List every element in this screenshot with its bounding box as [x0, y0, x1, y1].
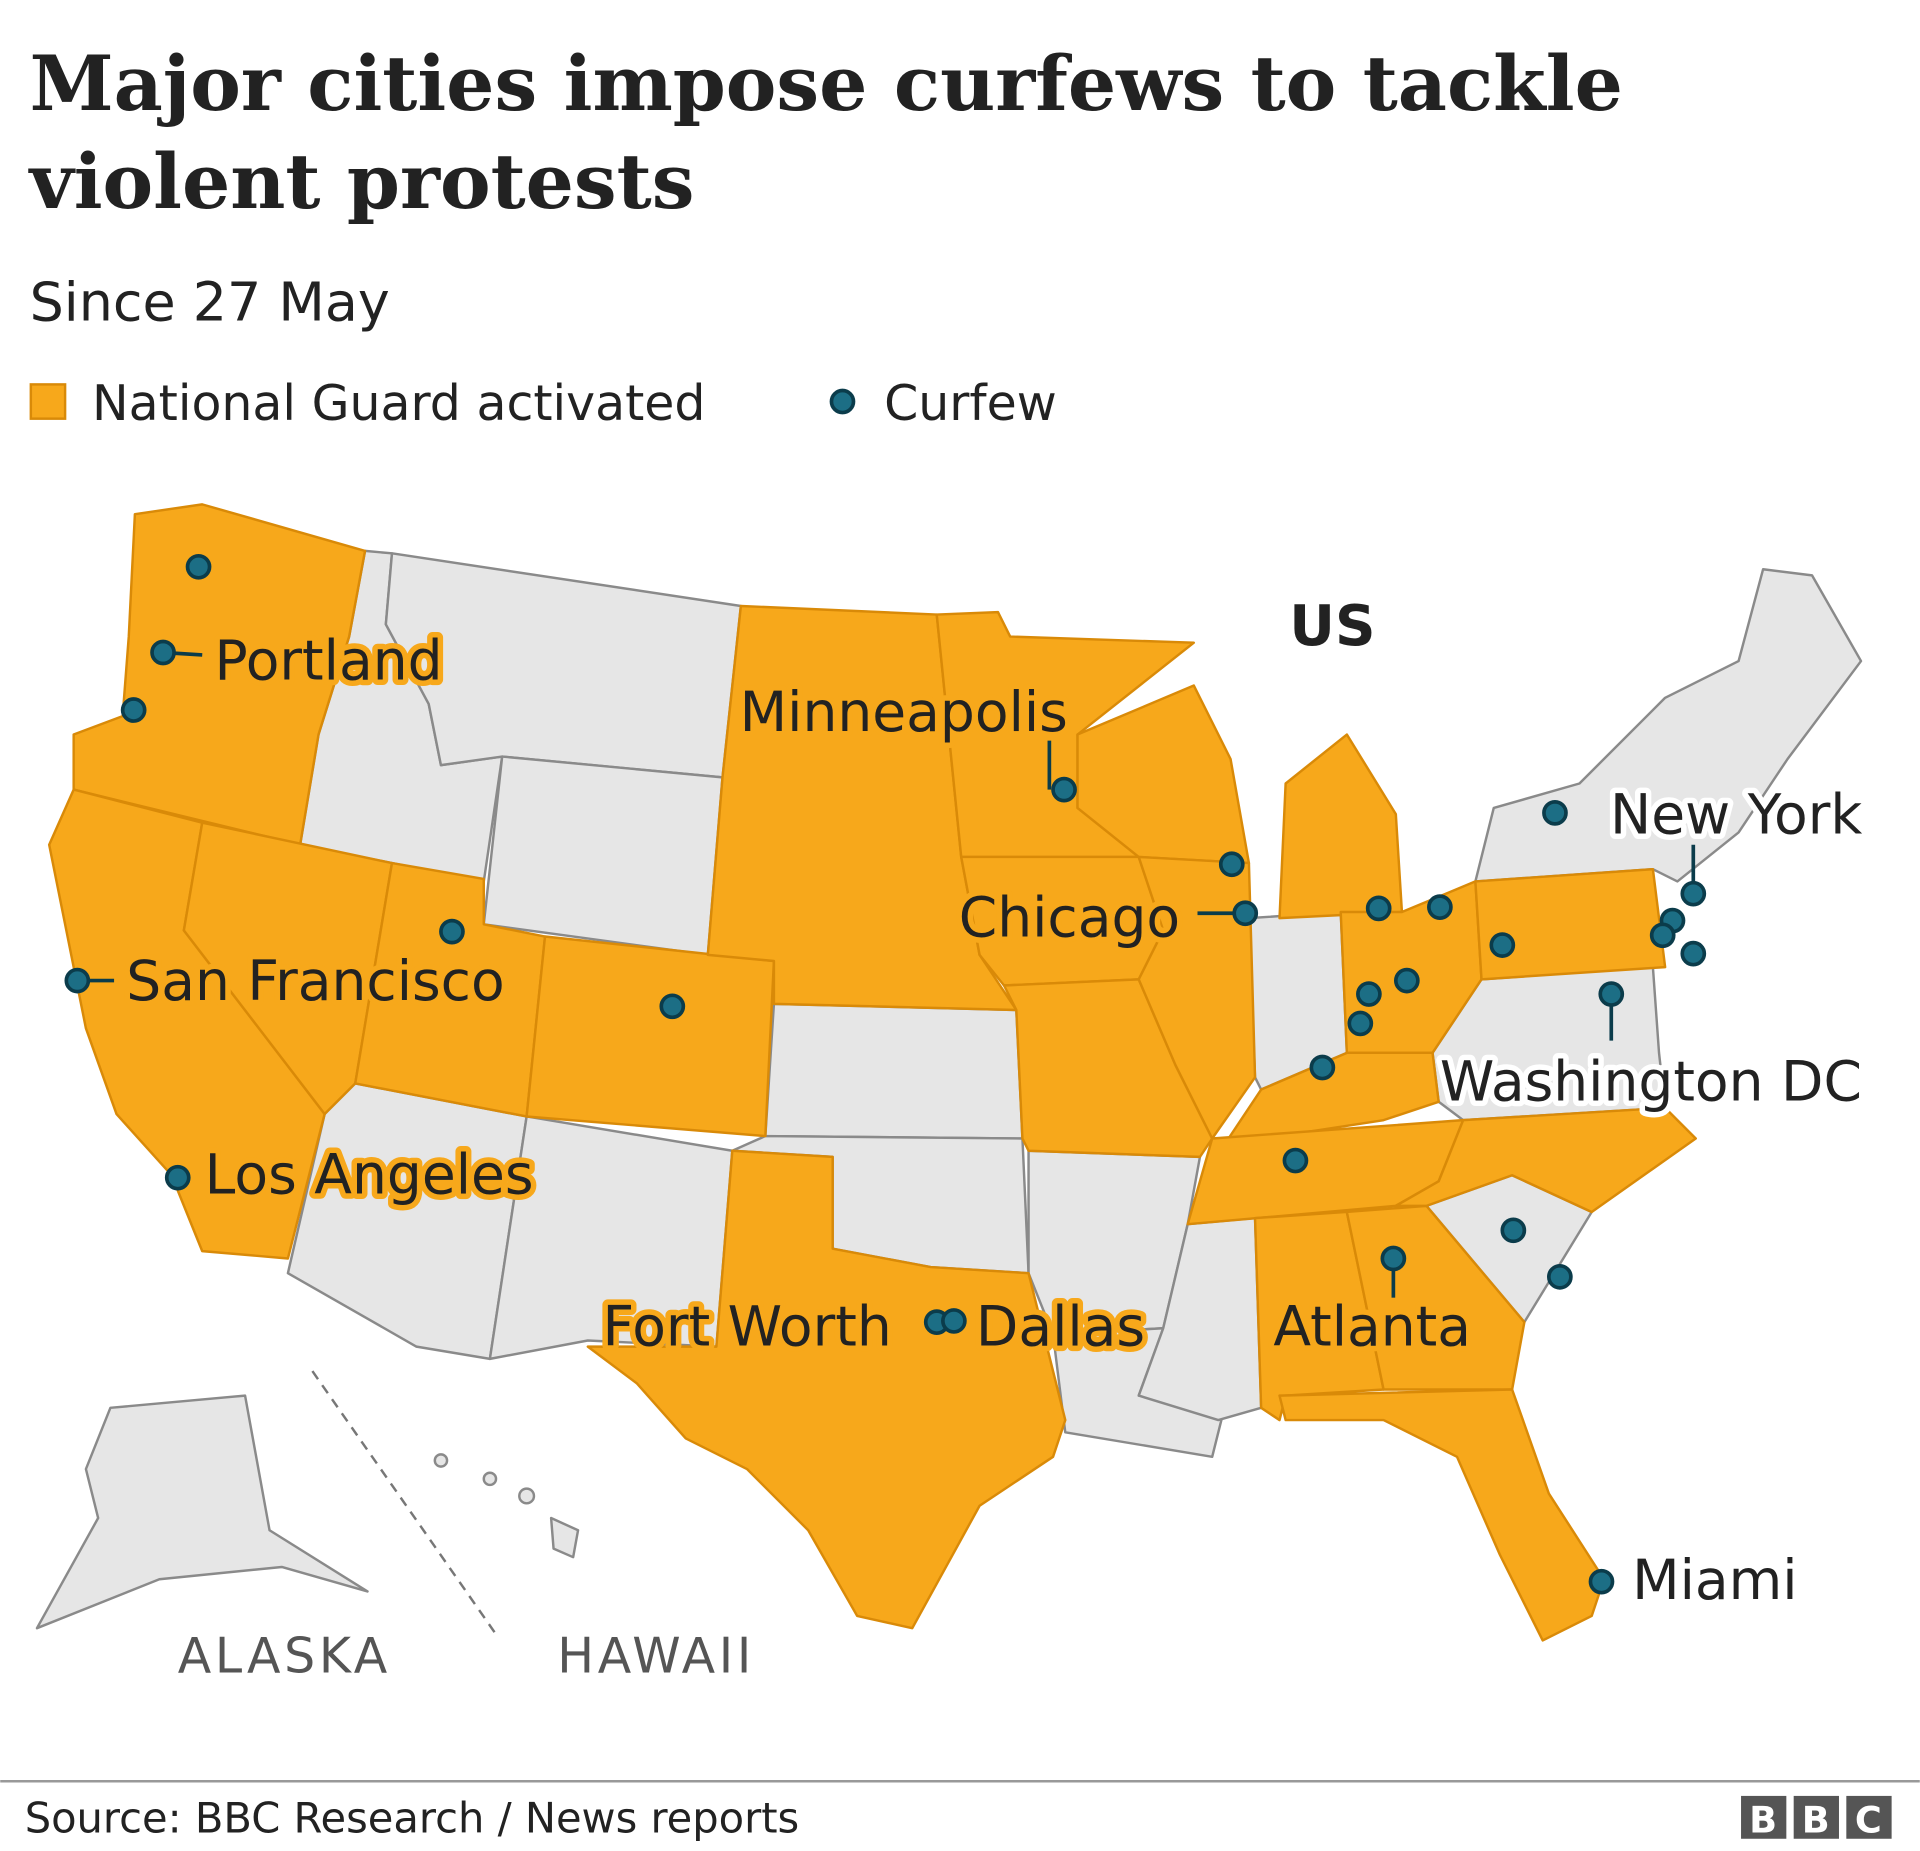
city-label: Washington DC [1440, 1050, 1862, 1114]
hawaii-island [482, 1471, 498, 1487]
state [525, 935, 776, 1138]
city-label: Miami [1632, 1548, 1798, 1612]
curfew-dots [64, 553, 1707, 1595]
curfew-dot [1542, 800, 1568, 826]
curfew-dot [1232, 900, 1259, 927]
insets: ALASKA HAWAII [35, 1370, 755, 1684]
curfew-dot [1547, 1263, 1573, 1290]
curfew-dot [120, 697, 147, 723]
city-label: New York [1610, 783, 1862, 847]
city-label: Fort Worth [603, 1294, 892, 1358]
curfew-dot [941, 1308, 967, 1334]
curfew-dot [1051, 776, 1077, 803]
curfew-dot [1500, 1217, 1527, 1244]
curfew-dot [1588, 1568, 1615, 1595]
curfew-dot [64, 967, 91, 994]
curfew-dot [659, 993, 686, 1020]
curfew-dot [1356, 981, 1382, 1007]
logo-block [1846, 1795, 1892, 1839]
logo-letter: B [1802, 1799, 1830, 1842]
city-label: Dallas [976, 1294, 1145, 1358]
city-label: San Francisco [126, 949, 504, 1013]
legend-swatch [29, 383, 67, 420]
curfew-dot [185, 553, 212, 580]
state [586, 1149, 1067, 1630]
curfew-dot [1680, 880, 1707, 907]
state [1137, 855, 1257, 1140]
state [482, 755, 724, 957]
subtitle: Since 27 May [30, 271, 390, 334]
curfew-dot [1393, 967, 1420, 994]
alaska-shape [35, 1394, 369, 1630]
curfew-dot [1282, 1147, 1309, 1174]
hawaii-island [518, 1487, 536, 1505]
inset-label: ALASKA [178, 1627, 391, 1684]
logo-letter: B [1749, 1799, 1777, 1842]
curfew-dot [1489, 932, 1516, 958]
curfew-dot [1309, 1054, 1336, 1081]
curfew-dot [164, 1164, 191, 1191]
source: Source: BBC Research / News reports [25, 1794, 800, 1843]
legend-label: National Guard activated [92, 375, 705, 432]
bbc-logo: B B C [1741, 1795, 1892, 1842]
state [1394, 1106, 1697, 1214]
curfew-dot [1380, 1245, 1407, 1272]
state [488, 1115, 734, 1361]
title-line: violent protests [28, 137, 695, 226]
curfew-dot [439, 918, 465, 945]
state [764, 1002, 1024, 1140]
legend-label: Curfew [884, 375, 1057, 432]
state [1278, 1388, 1606, 1642]
logo-block [1741, 1795, 1787, 1839]
hawaii-island [433, 1453, 449, 1468]
inset-label: HAWAII [557, 1627, 755, 1684]
curfew-dot [1649, 922, 1676, 949]
curfew-dot [150, 639, 176, 666]
country-label: US [1289, 594, 1375, 659]
state [1278, 733, 1404, 920]
state [182, 821, 394, 1116]
city-label: Minneapolis [740, 680, 1068, 744]
logo-block [1793, 1795, 1839, 1839]
curfew-dot [1680, 940, 1707, 967]
title-line: Major cities impose curfews to tackle [30, 39, 1623, 128]
curfew-dot [1365, 895, 1392, 922]
logo-letter: C [1855, 1799, 1882, 1842]
city-label: Atlanta [1273, 1294, 1471, 1358]
inset-divider [311, 1370, 498, 1636]
curfew-dot [1218, 851, 1245, 878]
legend-dot [829, 388, 856, 415]
state [286, 1082, 528, 1361]
state [1474, 568, 1863, 883]
states [47, 503, 1863, 1642]
city-label: Los Angeles [205, 1143, 534, 1207]
curfew-dot [1598, 981, 1625, 1007]
hawaii-island [549, 1516, 580, 1559]
city-label: Chicago [959, 886, 1180, 950]
state [1474, 867, 1667, 981]
curfew-dot [1347, 1010, 1374, 1037]
curfew-dot [1427, 894, 1453, 920]
city-label: Portland [214, 628, 442, 692]
